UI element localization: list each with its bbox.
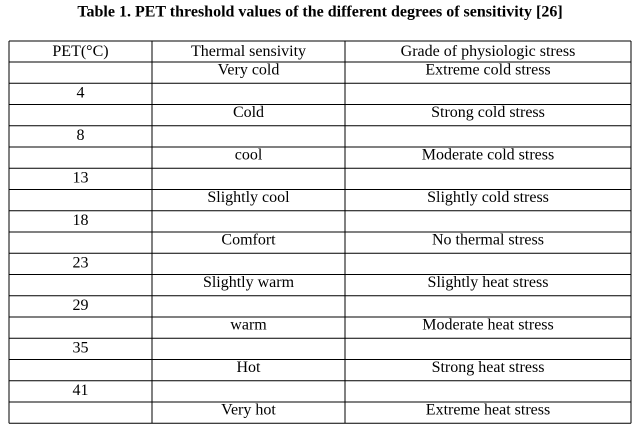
- pet-cell: 8: [77, 127, 85, 144]
- sensation-cell: Very hot: [221, 401, 276, 418]
- table-title: Table 1. PET threshold values of the dif…: [77, 4, 562, 21]
- pet-cell: 41: [73, 382, 89, 399]
- header-cell: Grade of physiologic stress: [401, 43, 576, 60]
- sensation-cell: Very cold: [218, 61, 280, 78]
- stress-cell: Moderate cold stress: [422, 146, 554, 163]
- pet-cell: 4: [77, 85, 85, 102]
- stress-cell: Slightly cold stress: [427, 189, 549, 206]
- stress-cell: Extreme cold stress: [425, 61, 550, 78]
- stress-cell: Strong cold stress: [431, 104, 545, 121]
- stress-cell: Extreme heat stress: [426, 401, 550, 418]
- header-cell: PET(°C): [52, 43, 108, 60]
- sensation-cell: Hot: [237, 359, 262, 376]
- stress-cell: Slightly heat stress: [428, 274, 549, 291]
- stress-cell: Moderate heat stress: [422, 316, 554, 333]
- sensation-cell: warm: [230, 316, 267, 333]
- sensation-cell: cool: [235, 146, 263, 163]
- pet-cell: 29: [73, 297, 89, 314]
- pet-cell: 35: [73, 340, 89, 357]
- sensation-cell: Slightly cool: [207, 189, 290, 206]
- stress-cell: No thermal stress: [432, 231, 544, 248]
- sensation-cell: Comfort: [221, 231, 276, 248]
- pet-cell: 13: [73, 170, 89, 187]
- sensation-cell: Cold: [233, 104, 264, 121]
- pet-cell: 23: [73, 255, 89, 272]
- pet-cell: 18: [73, 212, 89, 229]
- header-cell: Thermal sensivity: [191, 43, 306, 60]
- sensation-cell: Slightly warm: [203, 274, 295, 291]
- stress-cell: Strong heat stress: [432, 359, 545, 376]
